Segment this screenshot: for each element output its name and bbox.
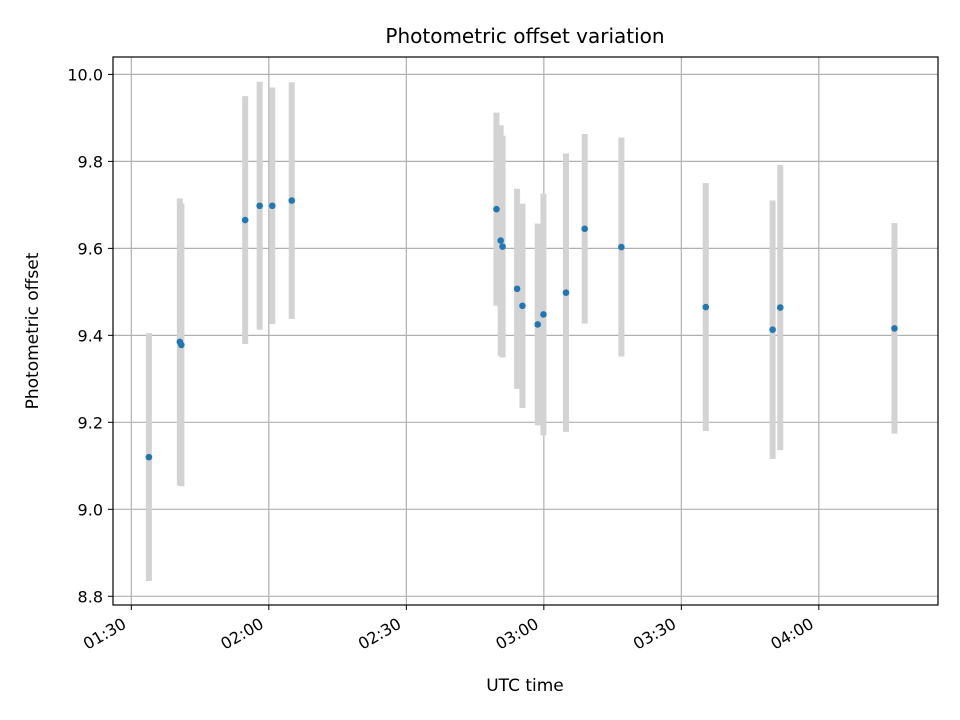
data-point bbox=[776, 304, 784, 311]
data-point bbox=[288, 197, 296, 204]
y-tick-label: 9.8 bbox=[78, 152, 103, 171]
x-axis-title: UTC time bbox=[486, 676, 564, 696]
grid-lines bbox=[113, 57, 938, 605]
data-point bbox=[241, 216, 249, 224]
data-points bbox=[145, 197, 898, 461]
data-point bbox=[519, 302, 526, 310]
y-tick-label: 8.8 bbox=[78, 587, 103, 606]
y-tick-label: 9.0 bbox=[78, 500, 103, 519]
data-point bbox=[769, 326, 776, 333]
data-point bbox=[891, 325, 898, 332]
data-point bbox=[562, 289, 570, 297]
y-tick-label: 10.0 bbox=[67, 65, 103, 84]
y-axis-title: Photometric offset bbox=[23, 252, 43, 409]
data-point bbox=[534, 321, 542, 328]
data-point bbox=[499, 243, 506, 250]
data-point bbox=[256, 202, 263, 210]
y-tick-label: 9.4 bbox=[78, 326, 103, 345]
data-point bbox=[581, 225, 589, 233]
data-point bbox=[178, 341, 185, 349]
y-tick-label: 9.2 bbox=[78, 413, 103, 432]
data-point bbox=[493, 205, 500, 213]
data-point bbox=[702, 303, 710, 311]
chart-title: Photometric offset variation bbox=[385, 24, 664, 48]
y-axis-ticks: 8.8 9.0 9.2 9.4 9.6 9.8 10.0 bbox=[67, 65, 113, 606]
data-point bbox=[540, 311, 547, 318]
data-point bbox=[618, 243, 625, 251]
y-tick-label: 9.6 bbox=[78, 239, 103, 258]
data-point bbox=[497, 237, 504, 244]
data-point bbox=[513, 285, 521, 293]
data-point bbox=[145, 453, 153, 461]
data-point bbox=[268, 202, 276, 210]
plot-area-frame bbox=[112, 56, 939, 606]
